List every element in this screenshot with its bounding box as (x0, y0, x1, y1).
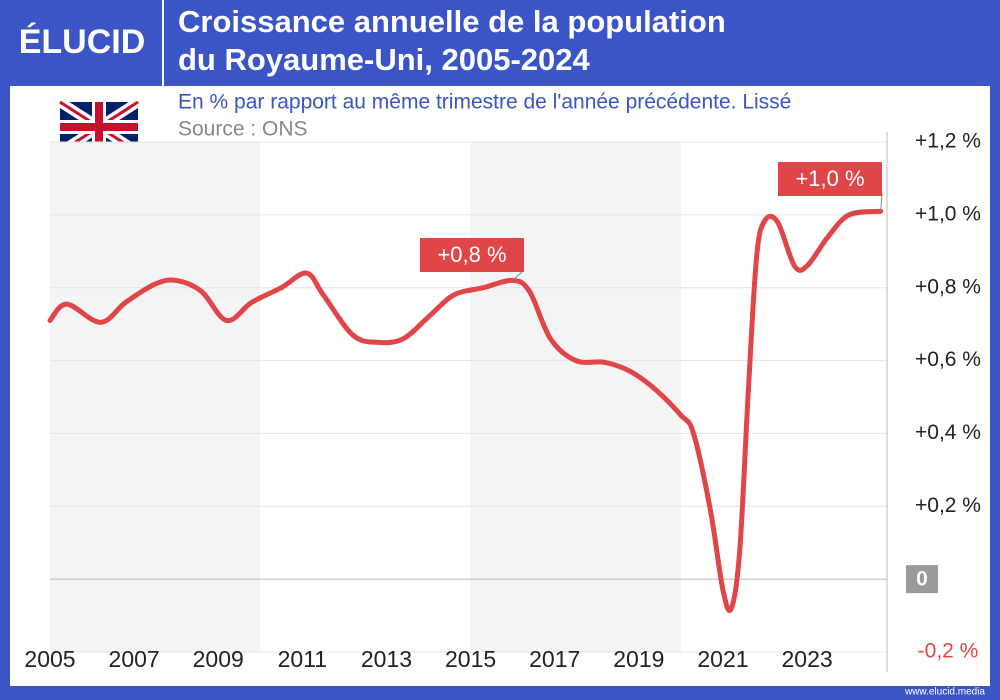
x-tick-label: 2021 (697, 646, 748, 672)
y-tick-label: 0 (916, 568, 928, 591)
annotation-box (778, 162, 882, 196)
annotation-leader (880, 193, 883, 212)
data-line (47, 208, 884, 614)
x-tick-label: 2011 (278, 646, 327, 672)
annotation-label: +1,0 % (795, 166, 864, 191)
x-tick-label: 2023 (781, 646, 832, 672)
y-tick-label: -0,2 % (918, 640, 979, 663)
source: Source : ONS (178, 118, 308, 141)
shaded-span (470, 142, 681, 652)
y-tick-label: +0,4 % (915, 421, 981, 444)
subtitle: En % par rapport au même trimestre de l'… (178, 91, 791, 114)
x-tick-label: 2015 (445, 646, 496, 672)
footer: www.elucid.media (904, 687, 985, 698)
x-tick-label: 2005 (24, 646, 75, 672)
y-tick-label: +1,2 % (915, 130, 981, 153)
y-tick-label: +1,0 % (915, 202, 981, 225)
shaded-span (50, 142, 261, 652)
chart-title: Croissance annuelle de la population (178, 4, 726, 39)
annotation-box (420, 238, 524, 272)
x-tick-label: 2009 (193, 646, 244, 672)
x-tick-label: 2017 (529, 646, 580, 672)
chart-title: du Royaume-Uni, 2005-2024 (178, 42, 591, 77)
annotation-label: +0,8 % (437, 242, 506, 267)
x-tick-label: 2007 (109, 646, 160, 672)
y-tick-label: +0,8 % (915, 275, 981, 298)
x-tick-label: 2013 (361, 646, 412, 672)
y-tick-label: +0,6 % (915, 348, 981, 371)
y-tick-label: +0,2 % (915, 494, 981, 517)
x-tick-label: 2019 (613, 646, 664, 672)
brand: ÉLUCID (19, 23, 146, 61)
zero-badge (906, 565, 938, 594)
